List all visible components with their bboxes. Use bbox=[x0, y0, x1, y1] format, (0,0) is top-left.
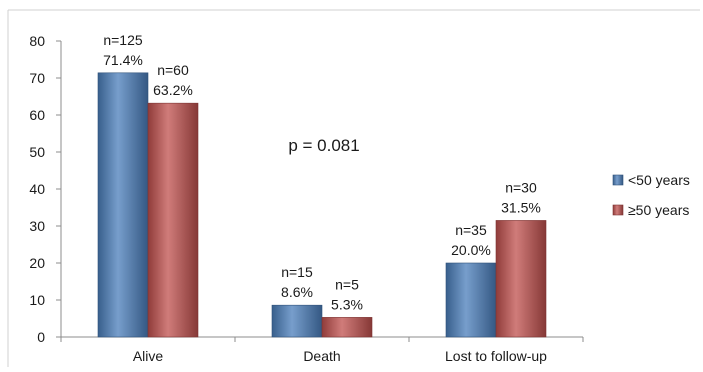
bar bbox=[495, 220, 547, 338]
x-tick-label: Lost to follow-up bbox=[445, 348, 547, 364]
data-label: n=60 bbox=[157, 62, 189, 78]
legend: <50 years ≥50 years bbox=[612, 172, 690, 218]
data-label: 8.6% bbox=[281, 284, 313, 300]
data-label: 5.3% bbox=[331, 296, 363, 312]
y-tick-label: 10 bbox=[29, 292, 45, 308]
y-tick-label: 30 bbox=[29, 218, 45, 234]
data-label: n=35 bbox=[455, 222, 487, 238]
bar bbox=[445, 262, 497, 338]
bar bbox=[271, 304, 323, 338]
data-label: 31.5% bbox=[501, 199, 541, 215]
data-label: n=30 bbox=[505, 179, 537, 195]
y-tick-label: 60 bbox=[29, 107, 45, 123]
y-tick-label: 0 bbox=[37, 329, 45, 345]
legend-swatch bbox=[612, 204, 624, 216]
y-tick-label: 40 bbox=[29, 181, 45, 197]
bars bbox=[97, 72, 547, 338]
data-label: n=125 bbox=[103, 32, 143, 48]
y-tick-label: 80 bbox=[29, 33, 45, 49]
legend-label: ≥50 years bbox=[628, 202, 689, 218]
bar bbox=[97, 72, 149, 338]
y-tick-label: 70 bbox=[29, 70, 45, 86]
data-label: 63.2% bbox=[153, 82, 193, 98]
legend-swatch bbox=[612, 174, 624, 186]
legend-label: <50 years bbox=[628, 172, 690, 188]
bar bbox=[321, 317, 373, 338]
p-value-annotation: p = 0.081 bbox=[288, 136, 359, 155]
y-tick-label: 20 bbox=[29, 255, 45, 271]
x-tick-label: Death bbox=[303, 348, 340, 364]
data-label: n=15 bbox=[281, 264, 313, 280]
data-label: 20.0% bbox=[451, 242, 491, 258]
data-labels: n=125 71.4% n=15 8.6% n=35 20.0% n=60 63.2% n=5 5… bbox=[103, 32, 541, 313]
bar bbox=[147, 102, 199, 338]
y-tick-label: 50 bbox=[29, 144, 45, 160]
x-tick-label: Alive bbox=[133, 348, 164, 364]
data-label: 71.4% bbox=[103, 52, 143, 68]
data-label: n=5 bbox=[335, 276, 359, 292]
